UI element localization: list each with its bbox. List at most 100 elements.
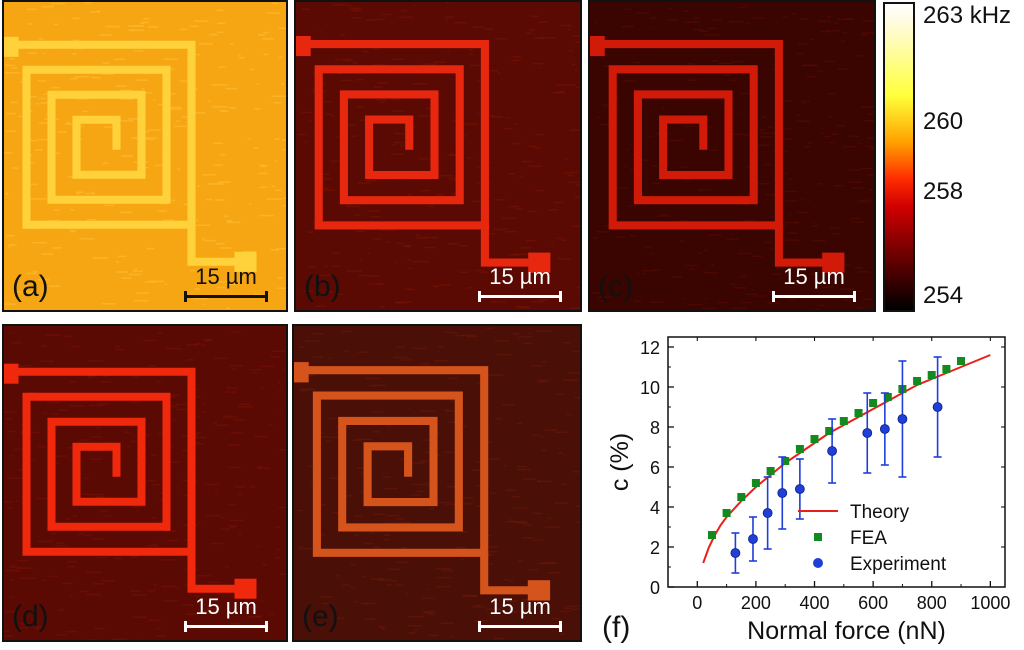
image-noise [260,599,263,602]
image-noise [123,431,131,433]
image-noise [164,530,177,532]
image-noise [79,439,90,441]
image-noise [449,153,456,156]
image-noise [194,53,200,56]
image-noise [558,257,561,259]
image-noise [310,333,325,335]
image-noise [273,102,282,104]
image-noise [693,17,700,19]
image-noise [88,376,93,379]
contact-pad-bottom [822,252,845,273]
image-noise [857,290,863,292]
image-noise [205,514,221,517]
image-noise [242,606,254,609]
image-noise [135,79,148,81]
theory-line [702,354,991,564]
image-noise [135,509,139,512]
image-noise [4,610,16,613]
image-noise [209,607,213,610]
image-noise [198,521,202,524]
image-noise [345,205,361,208]
contact-pad-top [590,36,605,57]
image-noise [27,23,32,25]
image-noise [451,192,458,195]
image-noise [380,305,386,308]
image-noise [216,281,229,283]
image-noise [368,252,371,255]
image-noise [446,19,449,22]
image-noise [401,10,408,12]
image-noise [744,219,757,222]
image-noise [697,189,711,191]
image-noise [825,30,840,32]
image-noise [335,59,341,61]
image-noise [281,139,286,141]
image-noise [826,92,836,95]
image-noise [689,268,695,270]
image-noise [277,277,283,279]
image-noise [358,207,362,209]
image-noise [174,125,187,128]
image-noise [532,434,539,436]
image-noise [40,102,50,104]
image-noise [598,123,611,126]
image-noise [415,490,426,493]
image-noise [357,106,364,108]
image-noise [523,342,534,345]
image-noise [784,239,800,241]
image-noise [160,559,177,561]
image-noise [226,283,236,286]
image-noise [134,50,144,52]
image-noise [111,638,127,640]
image-noise [635,12,651,14]
image-noise [225,415,231,417]
image-noise [444,409,451,411]
image-noise [308,374,315,377]
image-noise [570,307,580,309]
image-noise [31,241,47,244]
image-noise [194,595,200,597]
plot-frame [667,336,1006,588]
image-noise [196,432,201,434]
image-noise [556,84,569,86]
scale-bar-e: 15 µm [478,595,562,632]
image-noise [574,396,580,399]
fea-point [766,467,775,475]
image-noise [440,622,455,625]
image-noise [89,458,103,460]
image-noise [827,16,832,18]
image-noise [358,274,367,277]
image-noise [387,568,401,570]
image-noise [254,108,260,110]
image-noise [169,394,180,396]
image-noise [10,564,17,567]
image-noise [768,126,773,128]
image-noise [283,369,286,371]
image-noise [494,38,508,40]
image-noise [180,28,188,31]
image-noise [182,604,194,606]
spiral-lead-out [480,225,541,267]
image-noise [539,435,544,438]
image-noise [488,563,493,566]
image-noise [752,17,766,19]
image-noise [514,123,518,125]
image-noise [812,225,819,227]
image-noise [462,334,476,337]
image-noise [120,211,132,214]
image-noise [508,254,520,256]
image-noise [307,231,314,233]
fea-point [942,365,951,373]
image-noise [130,556,138,558]
image-noise [717,301,729,304]
image-noise [84,534,92,536]
image-noise [266,12,281,14]
image-noise [561,483,568,486]
image-noise [484,546,500,548]
image-noise [503,465,507,467]
panel-label-d: (d) [12,600,49,633]
image-noise [427,588,431,590]
image-noise [254,294,262,296]
image-noise [391,580,398,582]
image-noise [869,147,874,150]
